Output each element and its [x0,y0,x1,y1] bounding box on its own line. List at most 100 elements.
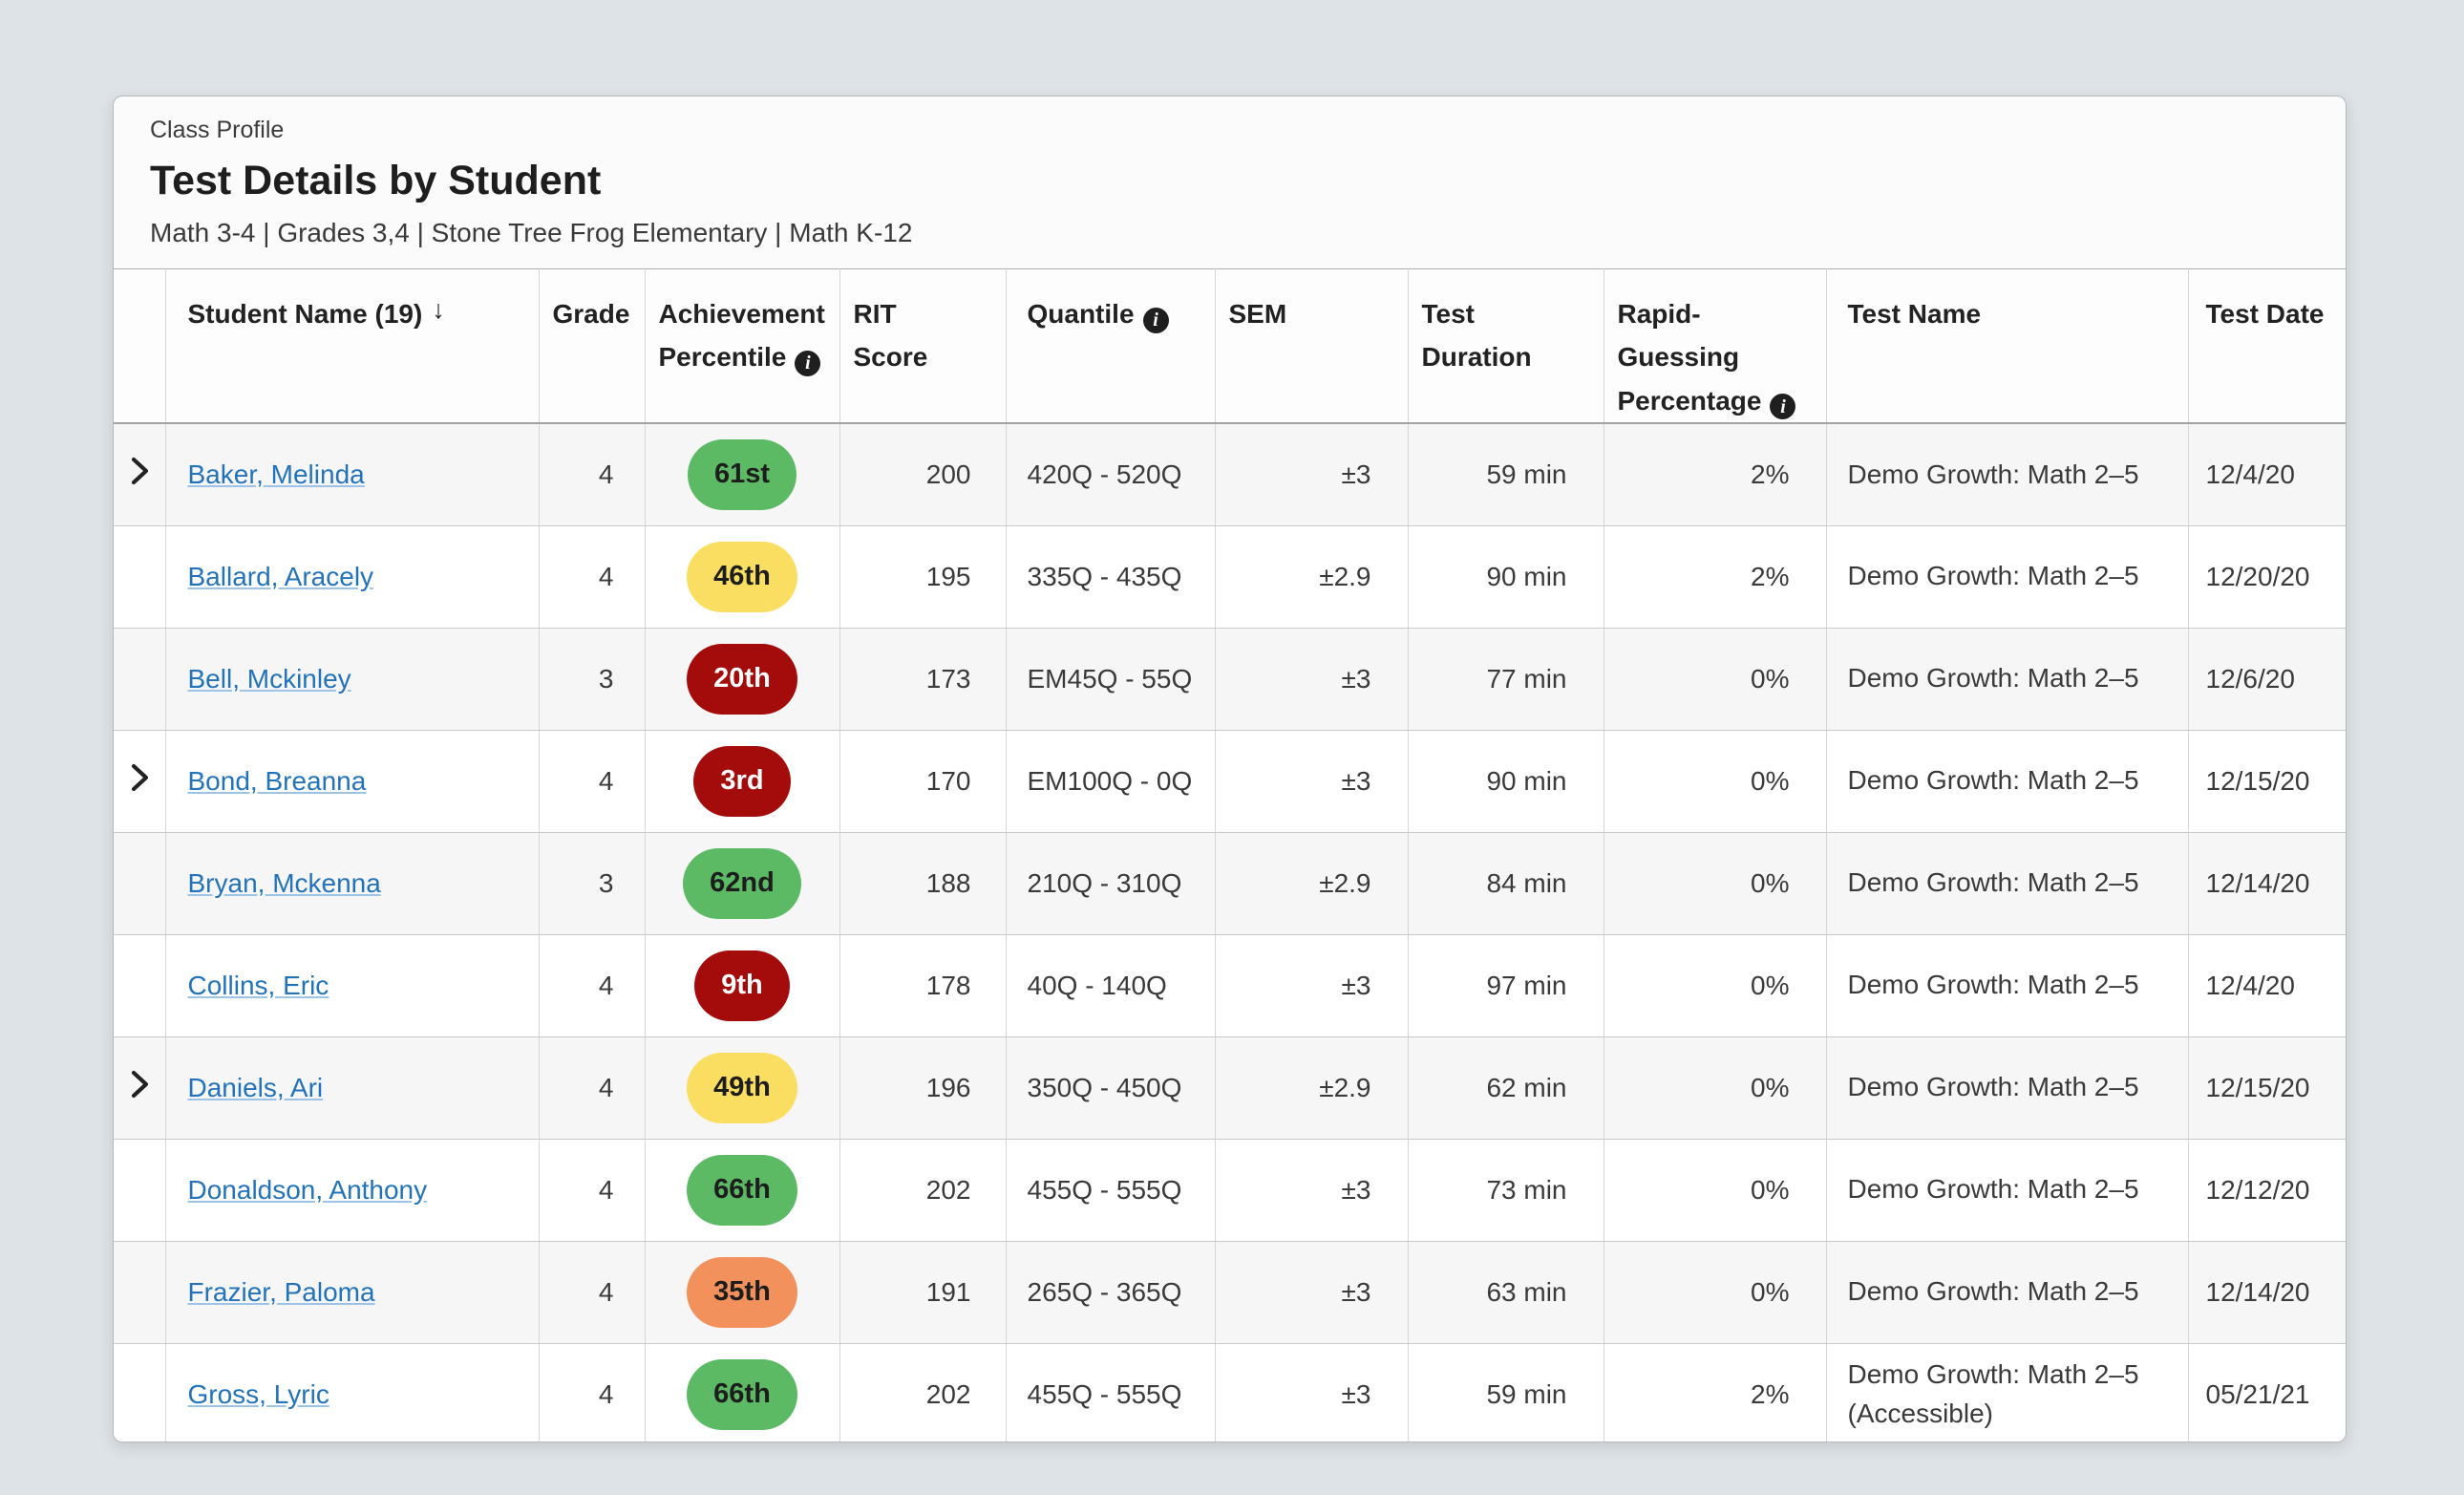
col-header-grade[interactable]: Grade [539,268,646,425]
col-header-test-date[interactable]: Test Date [2188,268,2346,425]
table-row: Bryan, Mckenna 3 62nd 188 210Q - 310Q ±2… [114,832,2346,935]
achievement-percentile-badge: 20th [687,643,797,715]
grade-cell: 4 [539,1343,646,1442]
col-header-test-name[interactable]: Test Name [1826,268,2189,425]
test-duration-cell: 59 min [1408,1343,1604,1442]
achievement-percentile-badge: 35th [687,1256,797,1328]
test-date-cell: 12/4/20 [2188,423,2346,526]
test-name-cell: Demo Growth: Math 2–5 [1826,832,2189,935]
student-name-link[interactable]: Bryan, Mckenna [187,867,381,898]
col-header-student-name[interactable]: Student Name (19) ↓ [165,268,540,425]
class-profile-card: Class Profile Test Details by Student Ma… [113,96,2347,1442]
quantile-cell: EM45Q - 55Q [1006,628,1216,731]
achievement-percentile-badge: 62nd [683,847,801,919]
table-row: Baker, Melinda 4 61st 200 420Q - 520Q ±3… [114,423,2346,526]
achievement-percentile-badge: 61st [687,438,797,510]
test-name-cell: Demo Growth: Math 2–5 [1826,1139,2189,1242]
test-date-cell: 12/20/20 [2188,525,2346,629]
table-header: Student Name (19) ↓ Grade Achievement Per… [114,268,2346,425]
expand-row-chevron-icon[interactable] [127,1068,152,1100]
achievement-percentile-badge: 46th [687,541,797,612]
quantile-cell: 335Q - 435Q [1006,525,1216,629]
rapid-guessing-info-icon[interactable]: i [1770,394,1796,420]
rapid-guessing-cell: 0% [1604,730,1827,833]
grade-cell: 4 [539,1036,646,1140]
rit-score-cell: 200 [839,423,1007,526]
rapid-guessing-cell: 0% [1604,1036,1827,1140]
student-name-link[interactable]: Ballard, Aracely [187,561,374,591]
quantile-cell: 350Q - 450Q [1006,1036,1216,1140]
student-name-link[interactable]: Baker, Melinda [187,459,365,489]
test-date-cell: 12/6/20 [2188,628,2346,731]
grade-cell: 4 [539,1241,646,1344]
col-header-expand [114,268,166,425]
rit-score-cell: 188 [839,832,1007,935]
student-name-link[interactable]: Bell, Mckinley [187,663,351,694]
sem-cell: ±3 [1215,1343,1409,1442]
achievement-percentile-badge: 49th [687,1052,797,1123]
col-header-rit-score[interactable]: RIT Score [839,268,1007,425]
grade-cell: 3 [539,832,646,935]
quantile-cell: 265Q - 365Q [1006,1241,1216,1344]
sem-cell: ±3 [1215,934,1409,1037]
rit-score-cell: 202 [839,1139,1007,1242]
rit-score-cell: 178 [839,934,1007,1037]
grade-cell: 4 [539,730,646,833]
sem-cell: ±2.9 [1215,525,1409,629]
col-header-sem[interactable]: SEM [1215,268,1409,425]
test-name-cell: Demo Growth: Math 2–5 [1826,423,2189,526]
test-date-cell: 12/14/20 [2188,1241,2346,1344]
sem-cell: ±3 [1215,423,1409,526]
rapid-guessing-cell: 0% [1604,1241,1827,1344]
table-row: Ballard, Aracely 4 46th 195 335Q - 435Q … [114,525,2346,629]
test-date-cell: 05/21/21 [2188,1343,2346,1442]
achievement-percentile-badge: 3rd [693,745,791,817]
student-name-link[interactable]: Donaldson, Anthony [187,1174,428,1205]
test-name-cell: Demo Growth: Math 2–5 [1826,1241,2189,1344]
col-header-achievement-percentile[interactable]: Achievement Percentile i [645,268,840,425]
test-name-cell: Demo Growth: Math 2–5 [1826,934,2189,1037]
test-duration-cell: 59 min [1408,423,1604,526]
col-header-test-duration[interactable]: Test Duration [1408,268,1604,425]
rapid-guessing-cell: 0% [1604,832,1827,935]
quantile-cell: EM100Q - 0Q [1006,730,1216,833]
grade-cell: 4 [539,934,646,1037]
sem-cell: ±3 [1215,730,1409,833]
quantile-cell: 455Q - 555Q [1006,1343,1216,1442]
test-name-cell: Demo Growth: Math 2–5 [1826,730,2189,833]
test-duration-cell: 97 min [1408,934,1604,1037]
report-subtitle: Math 3-4 | Grades 3,4 | Stone Tree Frog … [150,218,913,247]
student-name-link[interactable]: Bond, Breanna [187,765,367,796]
table-row: Collins, Eric 4 9th 178 40Q - 140Q ±3 97… [114,934,2346,1037]
page-title: Test Details by Student [150,158,602,203]
table-row: Daniels, Ari 4 49th 196 350Q - 450Q ±2.9… [114,1036,2346,1140]
expand-row-chevron-icon[interactable] [127,455,152,487]
table-row: Donaldson, Anthony 4 66th 202 455Q - 555… [114,1139,2346,1242]
sem-cell: ±3 [1215,1139,1409,1242]
student-name-link[interactable]: Daniels, Ari [187,1072,324,1102]
test-date-cell: 12/15/20 [2188,1036,2346,1140]
test-date-cell: 12/14/20 [2188,832,2346,935]
student-name-header-label: Student Name (19) [187,299,423,329]
student-name-link[interactable]: Gross, Lyric [187,1378,329,1409]
test-duration-cell: 90 min [1408,730,1604,833]
achievement-percentile-info-icon[interactable]: i [795,351,821,377]
quantile-info-icon[interactable]: i [1142,307,1169,333]
grade-cell: 4 [539,1139,646,1242]
col-header-quantile[interactable]: Quantile i [1006,268,1216,425]
student-name-link[interactable]: Frazier, Paloma [187,1276,375,1307]
achievement-percentile-badge: 66th [687,1154,797,1226]
grade-cell: 4 [539,423,646,526]
grade-cell: 4 [539,525,646,629]
test-date-cell: 12/4/20 [2188,934,2346,1037]
test-date-cell: 12/12/20 [2188,1139,2346,1242]
test-duration-cell: 90 min [1408,525,1604,629]
col-header-rapid-guessing[interactable]: Rapid-Guessing Percentage i [1604,268,1827,425]
report-header: Class Profile Test Details by Student Ma… [114,96,2346,249]
student-name-link[interactable]: Collins, Eric [187,970,329,1000]
expand-row-chevron-icon[interactable] [127,761,152,794]
sort-descending-icon[interactable]: ↓ [432,295,445,324]
sem-cell: ±3 [1215,1241,1409,1344]
test-details-table: Student Name (19) ↓ Grade Achievement Per… [114,268,2346,1442]
sem-cell: ±2.9 [1215,1036,1409,1140]
